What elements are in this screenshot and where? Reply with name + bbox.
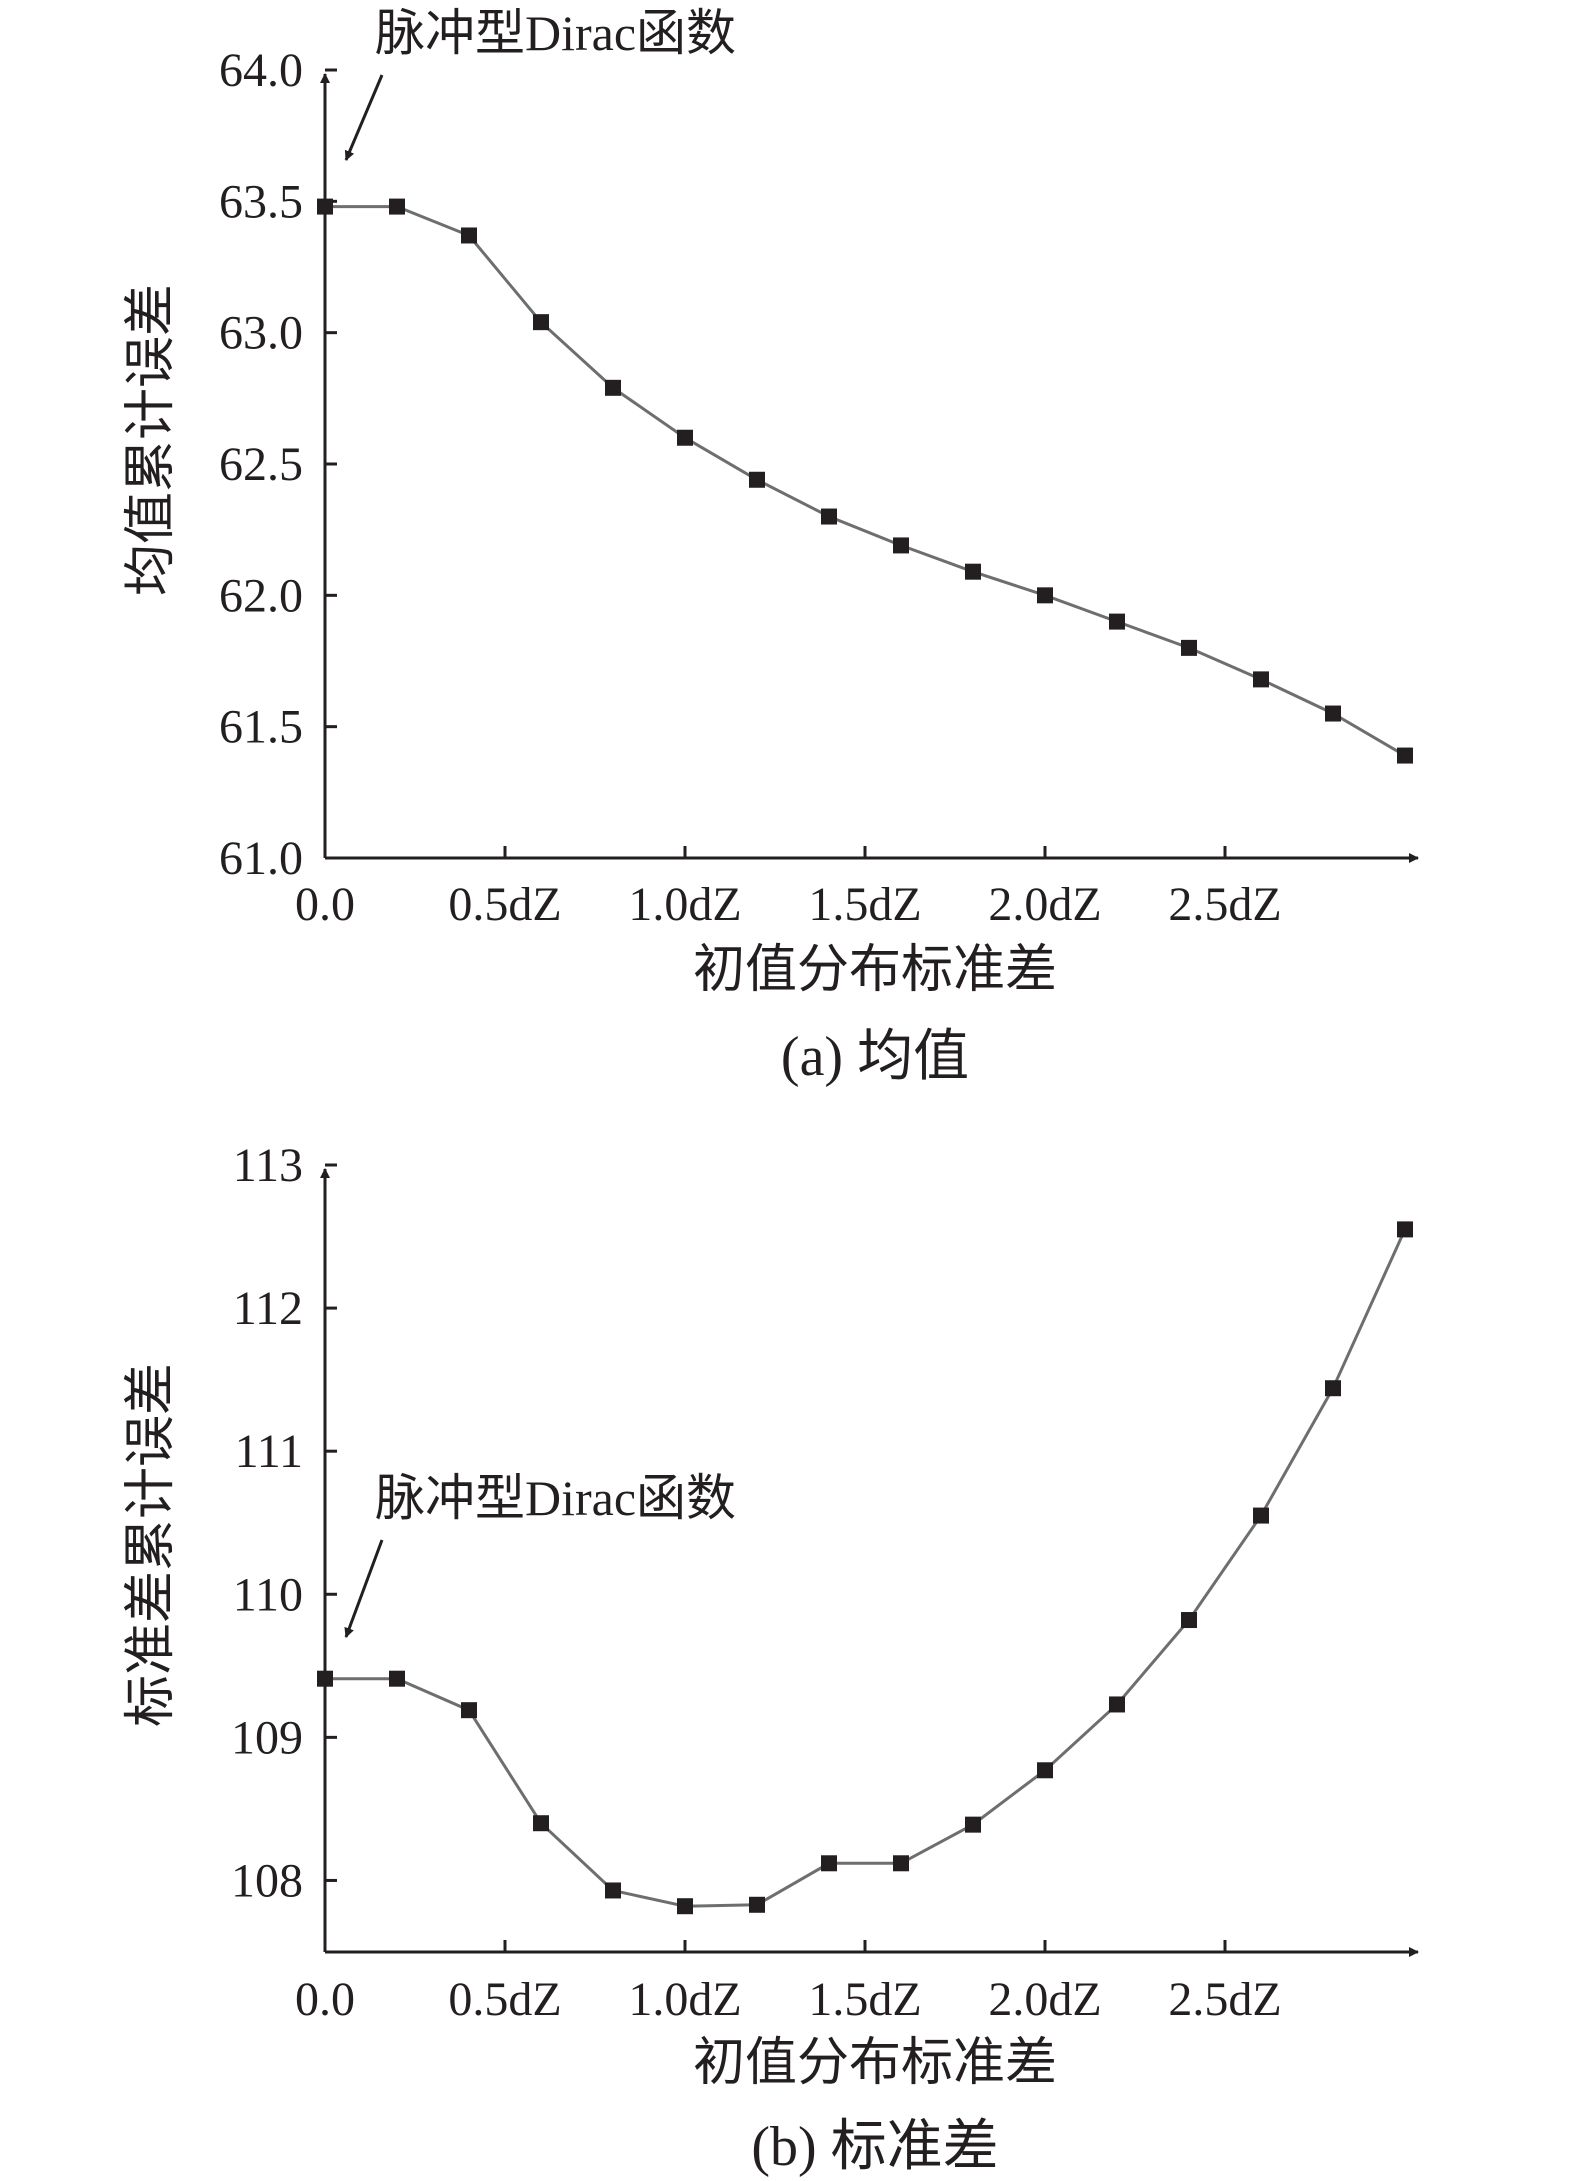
data-point xyxy=(1325,1380,1341,1397)
annotation-label: 脉冲型Dirac函数 xyxy=(375,5,736,61)
data-point xyxy=(605,1882,621,1899)
chart-panel-a: 61.0 61.5 62.0 62.5 63.0 63.5 64.0 0.0 0.5dZ 1.0d… xyxy=(123,5,1419,1088)
series-line xyxy=(325,205,1406,757)
x-tick-label: 0.5dZ xyxy=(448,1973,561,2026)
y-tick-label: 64.0 xyxy=(219,44,303,97)
series-line xyxy=(325,1228,1407,1908)
y-axis-label: 标准差累计误差 xyxy=(123,1363,180,1727)
data-point xyxy=(749,1896,765,1913)
figure-caption: (a) 均值 xyxy=(781,1026,969,1088)
y-tick-label: 63.5 xyxy=(219,175,303,228)
x-tick-label: 0.5dZ xyxy=(448,878,561,931)
y-tick-label: 61.0 xyxy=(219,832,303,885)
data-point xyxy=(389,198,405,215)
data-point xyxy=(1109,1696,1125,1713)
data-point xyxy=(893,1855,909,1872)
x-tick-label: 1.0dZ xyxy=(628,878,741,931)
y-tick-label: 109 xyxy=(231,1711,303,1764)
y-tick-label: 111 xyxy=(235,1425,303,1478)
y-tick-label: 61.5 xyxy=(219,701,303,754)
data-point xyxy=(1181,1612,1197,1629)
data-point xyxy=(749,471,765,488)
data-point xyxy=(317,198,333,215)
y-tick-label: 62.0 xyxy=(219,569,303,622)
data-point xyxy=(317,1670,333,1687)
y-tick-label: 112 xyxy=(233,1282,303,1335)
x-tick-label: 0.0 xyxy=(295,878,355,931)
data-point xyxy=(821,1855,837,1872)
data-point xyxy=(677,429,693,446)
x-axis-label: 初值分布标准差 xyxy=(693,2035,1057,2092)
y-axis-label: 均值累计误差 xyxy=(123,284,180,596)
annotation-label: 脉冲型Dirac函数 xyxy=(375,1470,736,1526)
annotation-arrow xyxy=(344,74,384,161)
x-tick-label: 1.0dZ xyxy=(628,1973,741,2026)
y-tick-label: 62.5 xyxy=(219,438,303,491)
y-tick-label: 108 xyxy=(231,1854,303,1907)
data-point xyxy=(1397,1221,1413,1238)
y-tick-label: 110 xyxy=(233,1568,303,1621)
data-point xyxy=(965,1816,981,1833)
data-point xyxy=(1181,639,1197,656)
x-tick-label: 2.5dZ xyxy=(1168,1973,1281,2026)
x-tick-label: 2.5dZ xyxy=(1168,878,1281,931)
data-point xyxy=(1397,747,1413,764)
chart-panel-b: 108 109 110 111 112 113 0.0 0.5dZ 1.0dZ 1.5dZ 2.0d… xyxy=(123,1139,1419,2178)
data-point xyxy=(461,227,477,244)
data-point xyxy=(1325,705,1341,722)
data-point xyxy=(533,1815,549,1832)
figure-caption: (b) 标准差 xyxy=(751,2116,998,2178)
x-tick-label: 1.5dZ xyxy=(808,1973,921,2026)
data-point xyxy=(677,1898,693,1915)
x-tick-label: 1.5dZ xyxy=(808,878,921,931)
data-point xyxy=(893,537,909,554)
data-point xyxy=(533,314,549,331)
x-tick-label: 0.0 xyxy=(295,1973,355,2026)
data-point xyxy=(1253,1507,1269,1524)
x-axis-label: 初值分布标准差 xyxy=(693,942,1057,999)
y-tick-label: 63.0 xyxy=(219,307,303,360)
data-point xyxy=(821,508,837,525)
data-point xyxy=(1253,671,1269,688)
data-point xyxy=(1109,613,1125,630)
data-point xyxy=(965,563,981,580)
annotation-arrow xyxy=(344,1539,384,1638)
data-point xyxy=(1037,1762,1053,1779)
x-tick-label: 2.0dZ xyxy=(988,1973,1101,2026)
data-point xyxy=(389,1670,405,1687)
data-point xyxy=(1037,587,1053,604)
x-tick-label: 2.0dZ xyxy=(988,878,1101,931)
y-tick-label: 113 xyxy=(233,1139,303,1192)
data-point xyxy=(605,379,621,396)
data-point xyxy=(461,1702,477,1719)
